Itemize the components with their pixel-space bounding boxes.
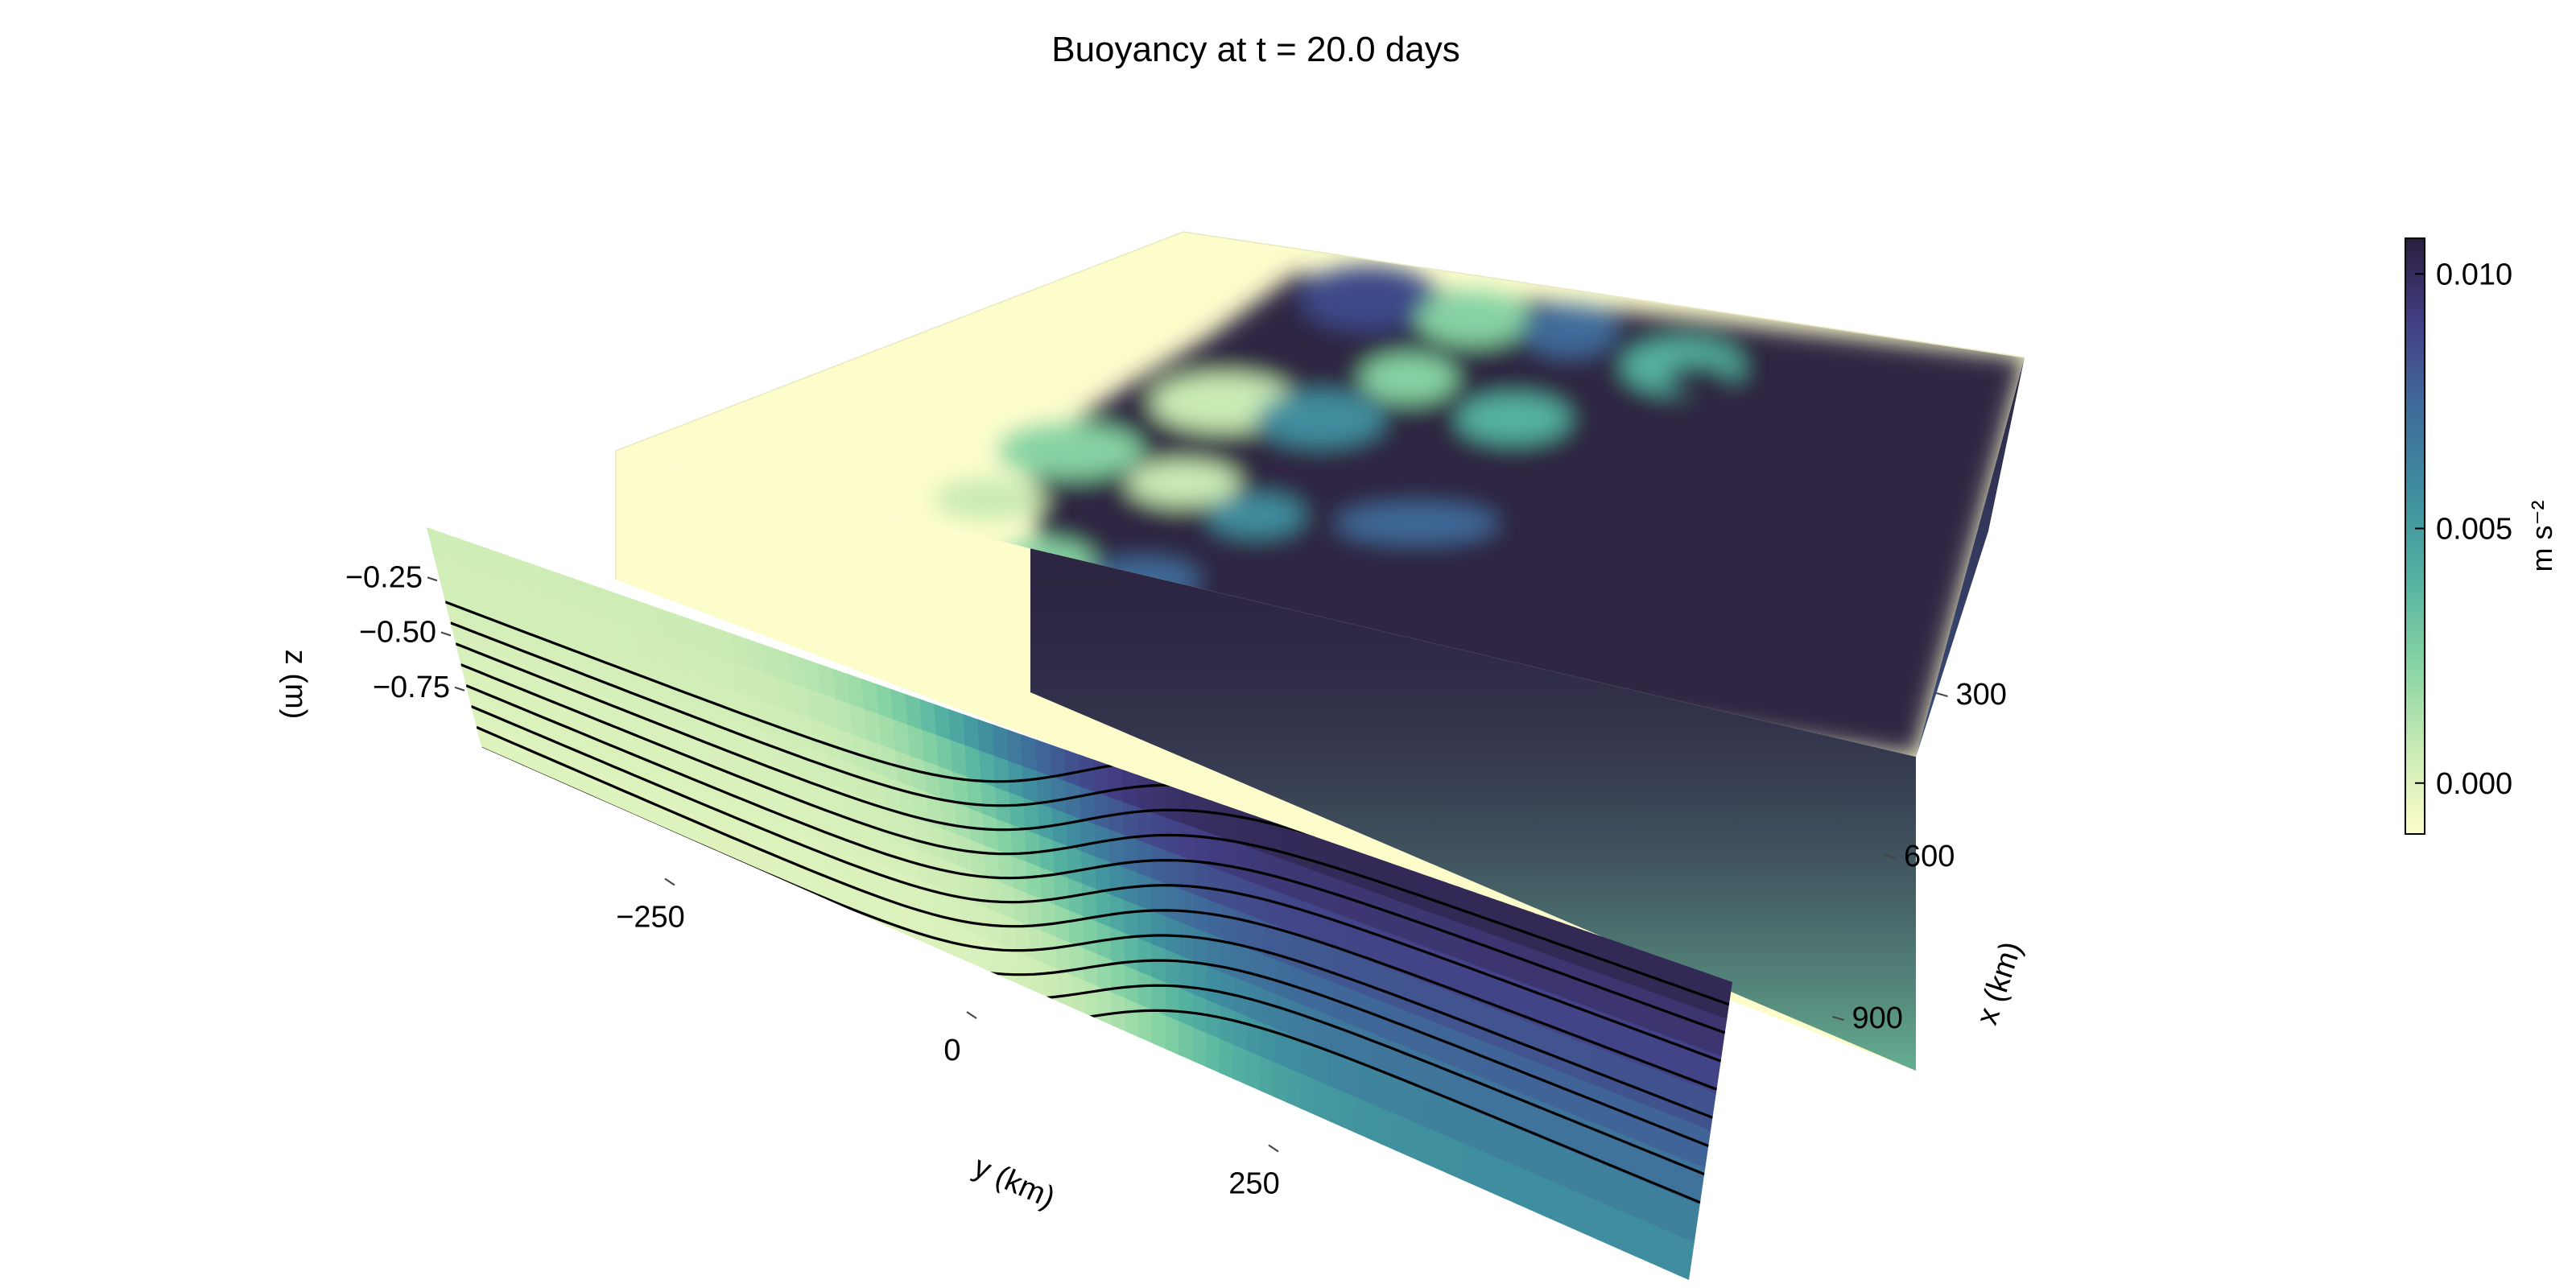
y-tick-label: 250	[1228, 1167, 1279, 1201]
contour-line	[476, 725, 1718, 1091]
chart-title: Buoyancy at t = 20.0 days	[1051, 30, 1460, 69]
colorbar-tick-label: 0.000	[2436, 767, 2512, 801]
z-axis-label: z (m)	[279, 650, 312, 720]
colorbar-ticks: 0.000 0.005 0.010	[2415, 258, 2512, 801]
colorbar-tick-label: 0.010	[2436, 258, 2512, 291]
x-tick-label: 300	[1956, 678, 2007, 712]
y-tick-label: 0	[943, 1034, 960, 1067]
yz-cross-section	[427, 527, 1732, 1280]
y-tick-label: −250	[616, 901, 685, 935]
z-tick-label: −0.25	[345, 560, 423, 594]
colorbar: 0.000 0.005 0.010 m s⁻²	[2405, 237, 2558, 835]
z-tick	[427, 576, 438, 582]
x-tick-label: 900	[1852, 1001, 1903, 1035]
y-axis: −250 0 250	[616, 877, 1280, 1201]
colorbar-bar	[2405, 237, 2425, 835]
contour-line	[465, 684, 1726, 1034]
x-tick-label: 600	[1904, 840, 1955, 873]
x-axis: 300 600 900	[1832, 678, 2007, 1035]
volume-3d	[615, 231, 2025, 1071]
y-tick	[966, 1011, 977, 1019]
y-tick	[664, 877, 675, 886]
z-tick-label: −0.75	[373, 671, 450, 704]
x-tick	[1936, 692, 1948, 697]
y-axis-label: y (km)	[968, 1150, 1059, 1215]
x-tick	[1832, 1016, 1844, 1021]
z-tick	[454, 686, 465, 691]
colorbar-label: m s⁻²	[2525, 501, 2558, 572]
slice-color-columns	[427, 527, 1732, 1280]
x-axis-label: x (km)	[1970, 938, 2029, 1029]
z-tick	[440, 631, 452, 637]
contour-line	[460, 663, 1730, 1006]
colorbar-tick-label: 0.005	[2436, 513, 2512, 547]
contour-line	[470, 705, 1722, 1063]
y-tick	[1268, 1144, 1279, 1153]
z-axis: −0.25 −0.50 −0.75	[345, 560, 465, 704]
volume-front-face	[616, 451, 1916, 1071]
z-tick-label: −0.50	[359, 616, 436, 650]
x-tick	[1884, 854, 1897, 859]
